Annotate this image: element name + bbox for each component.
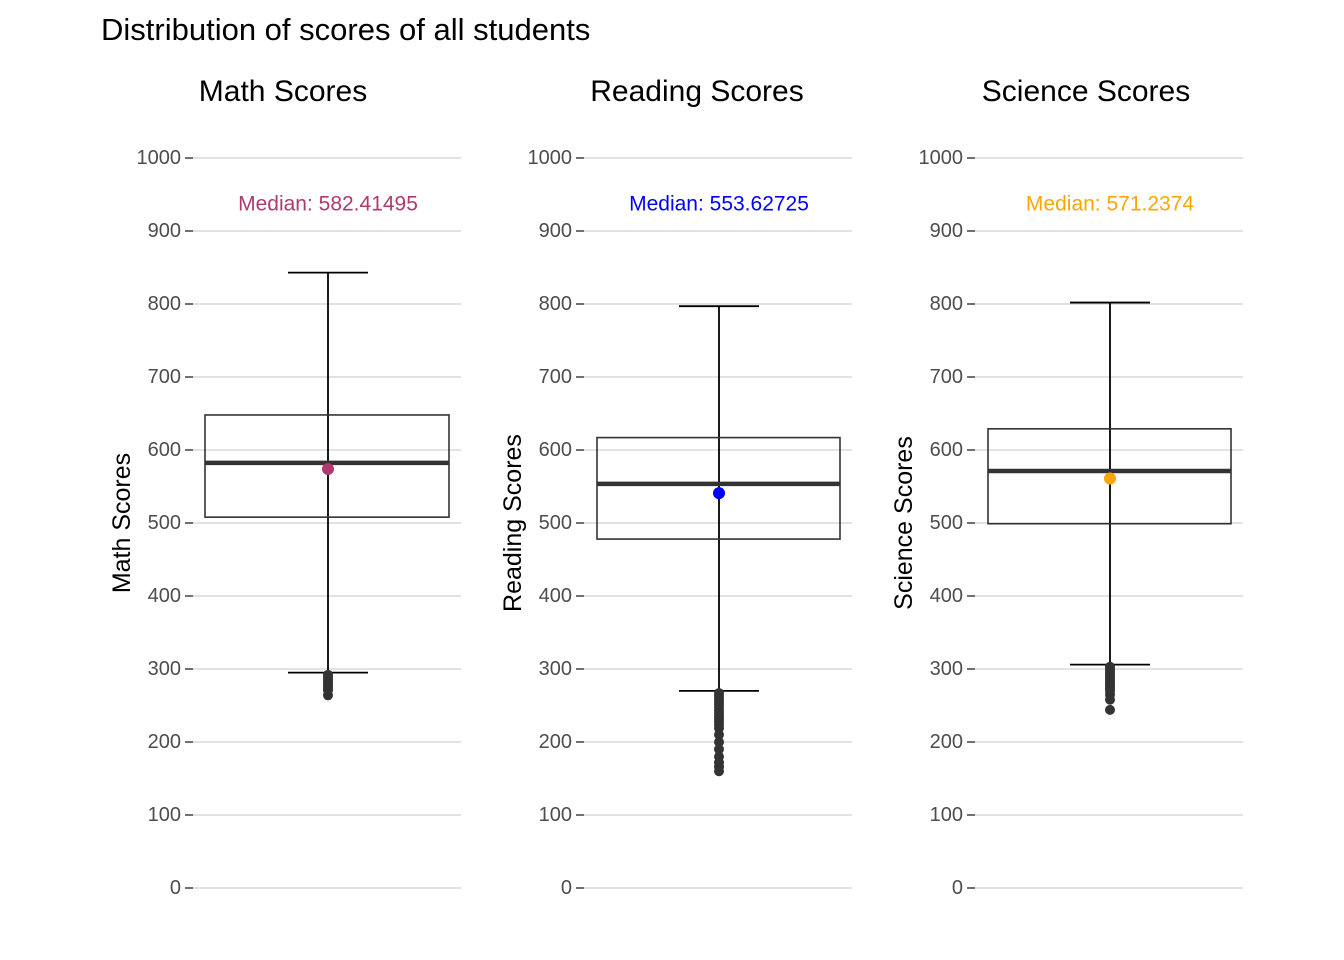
science-y-tick-label: 100	[930, 804, 963, 826]
science-y-tick-label: 300	[930, 658, 963, 680]
math-y-tick-label: 300	[148, 658, 181, 680]
reading-y-tick-label: 700	[539, 366, 572, 388]
reading-y-tick-label: 600	[539, 439, 572, 461]
science-y-tick-label: 1000	[919, 147, 964, 169]
math-y-tick-label: 600	[148, 439, 181, 461]
science-y-axis-label: Science Scores	[890, 436, 918, 610]
reading-y-tick-label: 100	[539, 804, 572, 826]
reading-y-tick-label: 400	[539, 585, 572, 607]
science-y-tick-label: 700	[930, 366, 963, 388]
math-y-tick-label: 1000	[137, 147, 182, 169]
reading-y-tick-label: 1000	[528, 147, 573, 169]
chart-title: Distribution of scores of all students	[101, 12, 591, 47]
reading-outlier-point	[714, 729, 724, 740]
reading-y-tick-label: 200	[539, 731, 572, 753]
science-y-tick-label: 400	[930, 585, 963, 607]
reading-mean-point	[713, 487, 725, 500]
science-outlier-point	[1105, 694, 1115, 705]
reading-y-tick-label: 500	[539, 512, 572, 534]
science-y-tick-label: 0	[952, 877, 963, 899]
math-y-tick-label: 700	[148, 366, 181, 388]
reading-outlier-point	[714, 737, 724, 747]
science-panel-title: Science Scores	[982, 75, 1190, 108]
math-y-axis-label: Math Scores	[108, 453, 136, 593]
science-mean-point	[1104, 472, 1116, 485]
math-y-tick-label: 100	[148, 804, 181, 826]
math-box	[204, 414, 450, 518]
science-y-tick-label: 900	[930, 220, 963, 242]
reading-y-tick-label: 900	[539, 220, 572, 242]
science-median-annotation: Median: 571.2374	[1026, 192, 1194, 215]
math-mean-point	[322, 462, 334, 475]
reading-panel-title: Reading Scores	[590, 75, 803, 108]
reading-y-tick-label: 300	[539, 658, 572, 680]
math-y-tick-label: 500	[148, 512, 181, 534]
math-y-tick-label: 0	[170, 877, 181, 899]
reading-outlier-point	[714, 744, 724, 755]
reading-y-tick-label: 0	[561, 877, 572, 899]
reading-box	[596, 436, 841, 540]
math-y-tick-label: 200	[148, 731, 181, 753]
math-outlier-point	[323, 690, 333, 701]
math-median-annotation: Median: 582.41495	[238, 192, 418, 215]
science-y-tick-label: 800	[930, 293, 963, 315]
science-outlier-point	[1105, 704, 1115, 715]
science-box	[987, 428, 1232, 525]
reading-y-axis-label: Reading Scores	[499, 434, 527, 612]
reading-outlier-point	[714, 766, 724, 777]
math-panel-title: Math Scores	[199, 75, 367, 108]
science-y-tick-label: 200	[930, 731, 963, 753]
science-y-tick-label: 600	[930, 439, 963, 461]
math-y-tick-label: 400	[148, 585, 181, 607]
science-y-tick-label: 500	[930, 512, 963, 534]
math-y-tick-label: 900	[148, 220, 181, 242]
reading-median-annotation: Median: 553.62725	[629, 192, 809, 215]
math-y-tick-label: 800	[148, 293, 181, 315]
reading-y-tick-label: 800	[539, 293, 572, 315]
